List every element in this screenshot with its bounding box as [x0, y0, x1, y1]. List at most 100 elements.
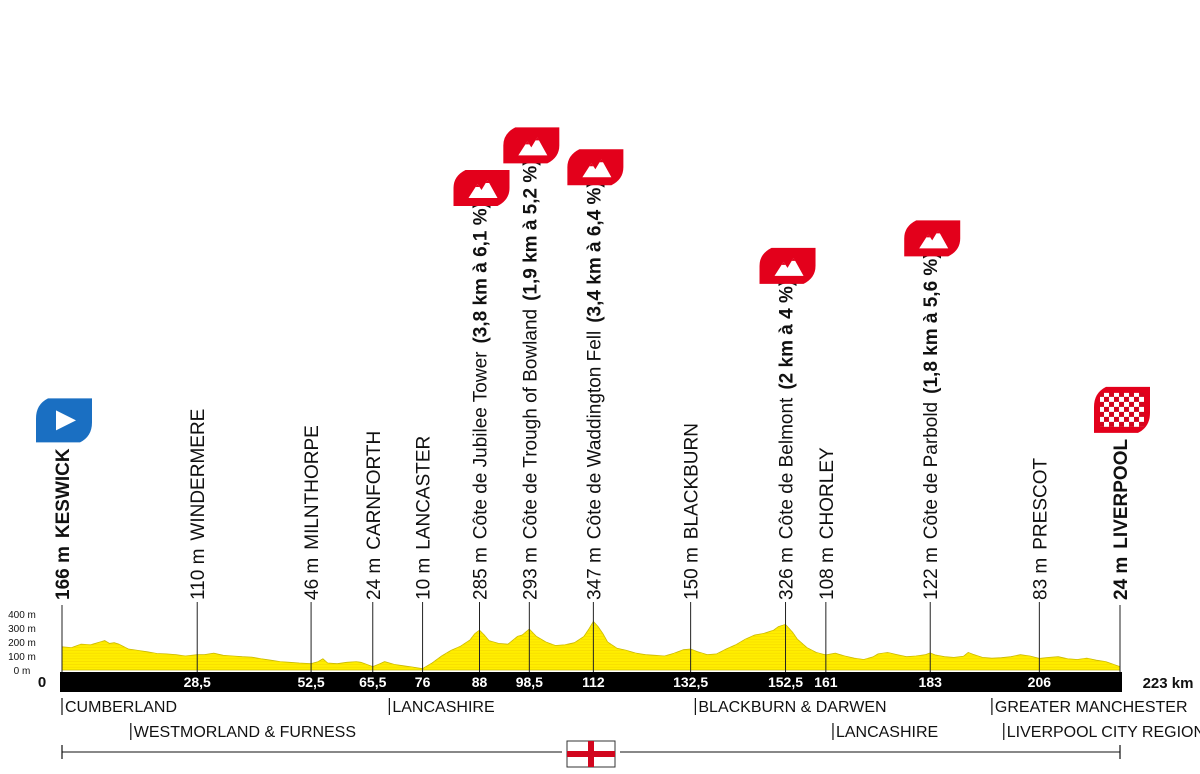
waypoint-label: 150 m BLACKBURN [682, 423, 703, 600]
waypoint-altitude: 108 m [817, 547, 838, 600]
waypoint-name: Côte de Belmont [777, 397, 798, 539]
waypoint-name: Côte de Parbold [921, 402, 942, 539]
checkered-flag-icon [1094, 386, 1150, 433]
x-tick-label: 112 [582, 674, 605, 690]
climb-marker-mountain [774, 257, 804, 276]
waypoint-name: Côte de Trough of Bowland [520, 309, 541, 539]
waypoint-label: 285 m Côte de Jubilee Tower (3,8 km à 6,1 … [471, 202, 492, 600]
climb-marker-shape [759, 247, 816, 284]
climb-marker-snow [525, 137, 540, 145]
waypoint-labels-layer: 166 m KESWICK 110 m WINDERMERE 46 m MILNTHORP… [36, 127, 1150, 672]
y-tick-label: 400 m [8, 610, 36, 621]
climb-marker-mountain [582, 159, 612, 178]
waypoint-altitude: 46 m [302, 558, 323, 600]
finish-marker-checker [1100, 392, 1144, 427]
x-tick-label: 98,5 [516, 674, 543, 690]
x-tick-label: 88 [472, 674, 488, 690]
mountain-climb-icon [453, 170, 510, 206]
waypoint-altitude: 24 m [364, 558, 385, 600]
waypoint-name: Côte de Waddington Fell [584, 331, 605, 539]
waypoint-name: CHORLEY [817, 447, 838, 539]
waypoint-label: 347 m Côte de Waddington Fell (3,4 km à 6,… [584, 181, 605, 600]
waypoint-name: LANCASTER [414, 436, 435, 550]
waypoint-name: WINDERMERE [188, 409, 209, 541]
region-label: LIVERPOOL CITY REGION [1007, 724, 1200, 741]
england-flag-icon [566, 740, 616, 768]
start-marker-arrow [56, 410, 76, 431]
climb-marker-mountain [468, 180, 498, 198]
waypoint-label: 46 m MILNTHORPE [302, 425, 323, 600]
waypoint-label: 108 m CHORLEY [817, 447, 838, 600]
distance-bar-layer: 0 28,5 52,5 65,5 76 88 98,5 112 132,5 152,5 161 183… [38, 672, 1194, 692]
climb-marker-mountain [919, 230, 949, 249]
climb-marker-shape [503, 127, 560, 164]
profile-layer: 400 m 300 m 200 m 100 m 0 m [8, 610, 1121, 677]
waypoint-name: MILNTHORPE [302, 425, 323, 550]
total-distance-label: 223 km [1143, 675, 1194, 692]
mountain-climb-icon [567, 149, 624, 186]
x-tick-label: 28,5 [184, 674, 211, 690]
waypoint-label: 166 m KESWICK [53, 448, 74, 600]
x-tick-label: 161 [814, 674, 838, 690]
climb-details: (3,4 km à 6,4 %) [584, 181, 605, 323]
waypoint-name: BLACKBURN [682, 423, 703, 539]
y-tick-label: 200 m [8, 638, 36, 649]
waypoint-altitude: 293 m [520, 547, 541, 600]
waypoint-altitude: 347 m [584, 547, 605, 600]
x-tick-label: 132,5 [673, 674, 708, 690]
start-arrow-icon [36, 398, 92, 443]
x-tick-label: 65,5 [359, 674, 386, 690]
region-label: WESTMORLAND & FURNESS [134, 724, 356, 741]
region-label: GREATER MANCHESTER [995, 699, 1188, 716]
y-tick-label: 0 m [14, 666, 31, 677]
waypoint-altitude: 122 m [921, 547, 942, 600]
waypoint-altitude: 166 m [53, 546, 74, 600]
waypoint-label: 326 m Côte de Belmont (2 km à 4 %) [777, 280, 798, 600]
mountain-climb-icon [759, 247, 816, 284]
waypoint-altitude: 83 m [1030, 558, 1051, 600]
region-label: LANCASHIRE [392, 699, 494, 716]
x-tick-label: 76 [415, 674, 431, 690]
climb-marker-shape [567, 149, 624, 186]
climb-details: (1,8 km à 5,6 %) [921, 252, 942, 394]
climb-marker-shape [453, 170, 510, 206]
climb-details: (2 km à 4 %) [777, 280, 798, 390]
waypoint-altitude: 285 m [471, 547, 492, 600]
y-tick-label: 300 m [8, 624, 36, 635]
waypoint-name: CARNFORTH [364, 431, 385, 550]
waypoint-label: 24 m LIVERPOOL [1111, 439, 1132, 600]
waypoint-label: 110 m WINDERMERE [188, 409, 209, 600]
waypoint-altitude: 326 m [777, 547, 798, 600]
climb-marker-shape [904, 220, 961, 257]
climb-marker-snow [926, 230, 941, 238]
region-label: BLACKBURN & DARWEN [698, 699, 886, 716]
x-tick-label: 152,5 [768, 674, 803, 690]
waypoint-altitude: 24 m [1111, 557, 1132, 600]
waypoint-altitude: 10 m [414, 558, 435, 600]
regions-layer: CUMBERLAND WESTMORLAND & FURNESS LANCASHIR… [61, 698, 1200, 768]
y-tick-label: 100 m [8, 652, 36, 663]
waypoint-altitude: 110 m [188, 549, 209, 600]
elevation-profile-area [61, 620, 1121, 671]
waypoint-label: 293 m Côte de Trough of Bowland (1,9 km à … [520, 159, 541, 600]
climb-details: (3,8 km à 6,1 %) [471, 202, 492, 344]
region-label: LANCASHIRE [836, 724, 938, 741]
waypoint-label: 10 m LANCASTER [414, 436, 435, 600]
climb-details: (1,9 km à 5,2 %) [520, 159, 541, 301]
x-tick-label: 0 [38, 674, 46, 691]
climb-marker-snow [589, 159, 604, 167]
waypoint-name: Côte de Jubilee Tower [471, 351, 492, 539]
climb-marker-mountain [518, 137, 548, 156]
waypoint-label: 83 m PRESCOT [1030, 458, 1051, 600]
flag-cross-vertical [588, 741, 594, 767]
x-tick-label: 52,5 [297, 674, 324, 690]
waypoint-label: 24 m CARNFORTH [364, 431, 385, 600]
climb-marker-snow [781, 257, 796, 265]
waypoint-name: KESWICK [53, 448, 74, 538]
climb-marker-snow [475, 180, 490, 187]
waypoint-name: PRESCOT [1030, 458, 1051, 550]
region-label: CUMBERLAND [65, 699, 177, 716]
mountain-climb-icon [503, 127, 560, 164]
